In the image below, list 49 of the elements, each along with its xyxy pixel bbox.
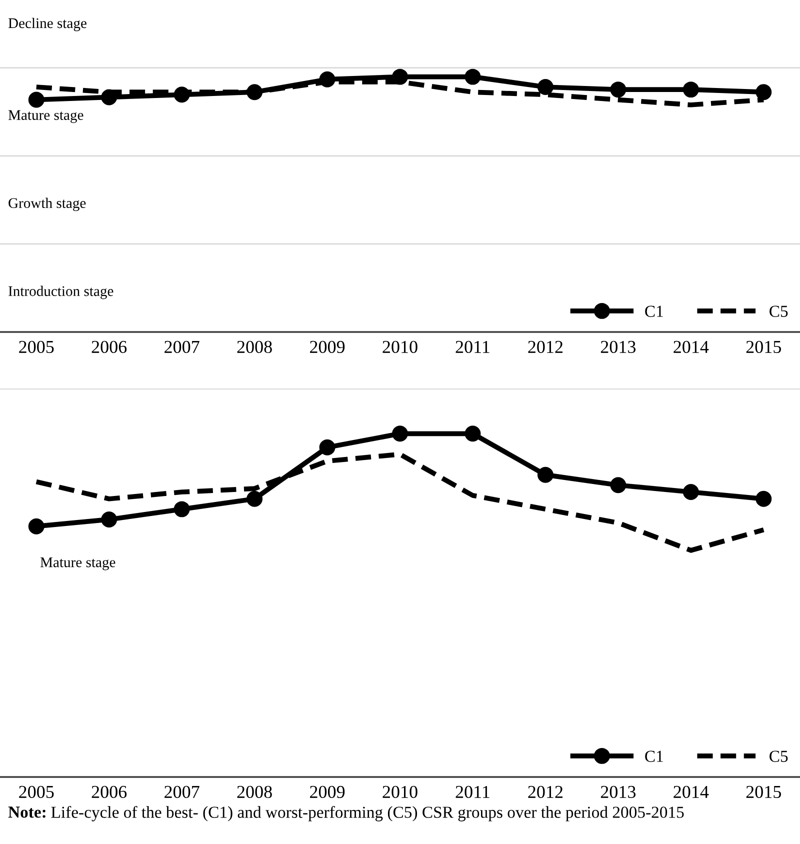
point xyxy=(610,82,626,98)
legend-label: C5 xyxy=(770,750,788,762)
x-tick-label: 2013 xyxy=(600,786,636,798)
point xyxy=(464,426,481,442)
x-tick-label: 2005 xyxy=(19,340,54,354)
point xyxy=(174,501,190,518)
legend-label: C5 xyxy=(770,306,788,317)
text: Note: Life-cycle of the best- (C1) and worst-performing (C5) CSR groups over the period 2005-2015 xyxy=(8,806,684,822)
point xyxy=(610,477,626,494)
point xyxy=(537,466,554,483)
x-tick-label: 2011 xyxy=(456,786,490,798)
x-tick-label: 2008 xyxy=(237,340,272,354)
legend-label: C1 xyxy=(645,750,663,762)
text: Decline stage xyxy=(8,18,86,32)
x-tick-label: 2014 xyxy=(674,340,709,354)
x-tick-label: 2014 xyxy=(674,786,709,798)
x-tick-label: 2015 xyxy=(746,786,781,798)
point xyxy=(28,518,44,534)
x-tick-label: 2009 xyxy=(310,340,345,354)
point xyxy=(101,511,118,528)
x-tick-label: 2013 xyxy=(600,340,636,354)
point xyxy=(464,68,481,85)
x-tick-label: 2010 xyxy=(382,340,418,354)
x-tick-label: 2007 xyxy=(164,786,200,798)
point xyxy=(756,490,772,507)
annotation: Growth stage xyxy=(8,198,86,212)
x-tick-label: 2007 xyxy=(164,340,200,354)
point xyxy=(319,439,336,456)
point xyxy=(682,82,699,98)
x-tick-label: 2005 xyxy=(19,786,54,798)
x-tick-label: 2012 xyxy=(528,786,563,798)
x-tick-label: 2008 xyxy=(237,786,272,798)
point xyxy=(537,79,554,95)
point xyxy=(682,484,699,500)
x-tick-label: 2012 xyxy=(528,340,563,354)
annotation: Mature stage xyxy=(8,110,84,123)
point xyxy=(28,92,44,108)
x-tick-label: 2011 xyxy=(456,340,490,354)
x-tick-label: 2006 xyxy=(92,786,127,798)
x-tick-label: 2006 xyxy=(92,340,127,354)
x-tick-label: 2015 xyxy=(746,340,781,354)
annotation: Introduction stage xyxy=(8,286,114,300)
legend-label: C1 xyxy=(645,306,663,317)
annotation: Mature stage xyxy=(40,558,116,570)
point xyxy=(392,426,408,442)
x-tick-label: 2009 xyxy=(310,786,345,798)
point xyxy=(756,84,772,100)
x-tick-label: 2010 xyxy=(382,786,418,798)
point xyxy=(246,490,263,507)
